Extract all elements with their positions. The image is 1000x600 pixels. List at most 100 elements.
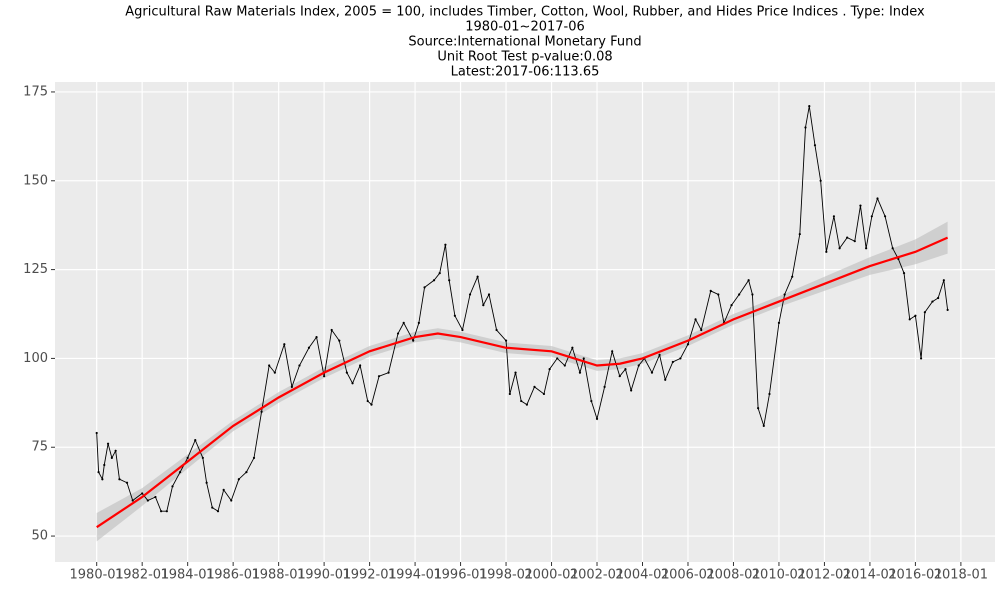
data-point bbox=[273, 371, 276, 374]
data-point bbox=[808, 105, 811, 108]
data-point bbox=[603, 385, 606, 388]
x-tick-label: 1986-01 bbox=[206, 568, 260, 583]
data-point bbox=[154, 495, 157, 499]
data-point bbox=[832, 215, 836, 218]
data-point bbox=[366, 399, 369, 403]
data-point bbox=[556, 357, 559, 360]
data-point bbox=[323, 375, 326, 378]
data-point bbox=[307, 346, 311, 349]
x-tick-label: 1980-01 bbox=[70, 568, 124, 583]
data-point bbox=[171, 485, 174, 488]
data-point bbox=[417, 321, 420, 324]
data-point bbox=[946, 308, 949, 312]
data-point bbox=[709, 289, 712, 293]
data-point bbox=[908, 318, 911, 321]
data-point bbox=[359, 364, 362, 367]
data-point bbox=[245, 471, 248, 474]
x-tick-label: 2016-01 bbox=[888, 568, 942, 583]
data-point bbox=[798, 232, 801, 236]
data-point bbox=[298, 364, 301, 367]
data-point bbox=[432, 279, 436, 282]
data-point bbox=[942, 279, 945, 282]
data-point bbox=[751, 293, 754, 296]
data-point bbox=[865, 247, 868, 250]
data-point bbox=[717, 293, 720, 296]
data-point bbox=[201, 456, 204, 459]
data-point bbox=[804, 126, 807, 129]
data-point bbox=[514, 371, 517, 374]
x-tick-label: 2000-01 bbox=[524, 568, 578, 583]
data-point bbox=[508, 392, 511, 396]
data-point bbox=[141, 492, 144, 495]
x-tick-label: 1988-01 bbox=[251, 568, 305, 583]
chart-subtitle: Unit Root Test p-value:0.08 bbox=[437, 50, 612, 65]
data-point bbox=[937, 296, 940, 300]
data-point bbox=[101, 478, 104, 481]
data-point bbox=[595, 417, 599, 420]
data-point bbox=[679, 357, 682, 360]
data-point bbox=[590, 399, 593, 403]
data-point bbox=[768, 392, 771, 396]
data-point bbox=[351, 382, 354, 385]
x-tick-label: 2014-01 bbox=[843, 568, 897, 583]
data-point bbox=[783, 293, 786, 296]
y-tick-label: 75 bbox=[31, 440, 48, 455]
data-point bbox=[637, 364, 640, 367]
x-tick-label: 1982-01 bbox=[115, 568, 169, 583]
data-point bbox=[671, 360, 674, 364]
data-point bbox=[448, 279, 451, 282]
data-point bbox=[146, 499, 149, 502]
data-point bbox=[412, 339, 415, 342]
data-point bbox=[315, 335, 318, 339]
data-point bbox=[923, 311, 926, 314]
y-tick-label: 175 bbox=[23, 84, 48, 99]
data-point bbox=[110, 456, 113, 459]
data-point bbox=[260, 410, 263, 413]
data-point bbox=[902, 272, 906, 275]
y-tick-label: 100 bbox=[23, 351, 48, 366]
data-point bbox=[876, 197, 879, 200]
data-point bbox=[453, 314, 456, 317]
data-point bbox=[482, 304, 485, 307]
data-point bbox=[131, 499, 134, 502]
data-point bbox=[178, 471, 182, 474]
data-point bbox=[542, 392, 546, 396]
data-point bbox=[186, 456, 189, 459]
y-tick-label: 50 bbox=[31, 529, 48, 544]
data-point bbox=[618, 375, 621, 378]
data-point bbox=[95, 431, 98, 435]
data-point bbox=[931, 300, 934, 303]
data-point bbox=[730, 304, 733, 307]
data-point bbox=[444, 243, 447, 246]
data-point bbox=[747, 279, 750, 282]
data-point bbox=[438, 272, 441, 275]
data-point bbox=[520, 399, 523, 403]
data-point bbox=[330, 328, 333, 332]
data-point bbox=[461, 328, 464, 332]
data-point bbox=[252, 456, 256, 459]
x-tick-label: 1990-01 bbox=[297, 568, 351, 583]
chart-subtitle: Source:International Monetary Fund bbox=[408, 35, 641, 50]
data-point bbox=[160, 510, 163, 513]
data-point bbox=[813, 144, 817, 147]
data-point bbox=[694, 318, 697, 321]
data-point bbox=[283, 343, 286, 346]
data-point bbox=[819, 179, 822, 182]
data-point bbox=[919, 357, 923, 360]
data-point bbox=[268, 364, 271, 367]
data-point bbox=[423, 286, 426, 289]
data-point bbox=[738, 293, 741, 296]
x-tick-label: 2012-01 bbox=[797, 568, 851, 583]
x-tick-label: 1992-01 bbox=[342, 568, 396, 583]
data-point bbox=[571, 346, 574, 349]
data-point bbox=[578, 371, 582, 374]
data-point bbox=[205, 481, 208, 484]
data-point bbox=[377, 375, 381, 378]
data-point bbox=[216, 510, 220, 513]
data-point bbox=[476, 275, 479, 278]
x-tick-label: 2002-01 bbox=[570, 568, 624, 583]
data-point bbox=[853, 240, 856, 243]
data-point bbox=[106, 442, 110, 445]
data-point bbox=[114, 449, 117, 452]
